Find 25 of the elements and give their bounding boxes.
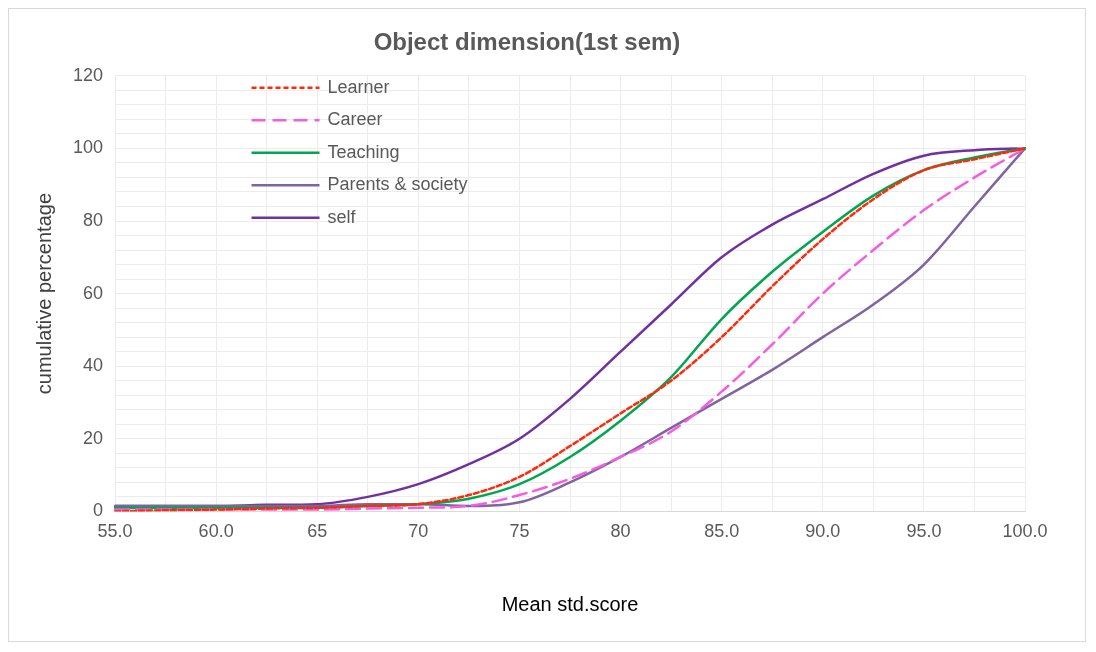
x-tick-label: 65	[307, 521, 328, 542]
x-tick-label: 70	[408, 521, 429, 542]
y-tick-label: 20	[83, 427, 104, 448]
x-tick-label: 95.0	[906, 521, 942, 542]
legend-label: Parents & society	[327, 174, 468, 195]
y-tick-label: 80	[83, 209, 104, 230]
y-tick-label: 40	[83, 355, 104, 376]
x-tick-label: 100.0	[1002, 521, 1048, 542]
x-tick-label: 90.0	[805, 521, 841, 542]
x-tick-label: 55.0	[97, 521, 133, 542]
x-tick-label: 75	[509, 521, 530, 542]
x-tick-label: 85.0	[704, 521, 740, 542]
y-tick-label: 100	[72, 137, 104, 158]
x-tick-label: 60.0	[198, 521, 234, 542]
legend-label: Teaching	[327, 141, 400, 162]
x-tick-label: 80	[610, 521, 631, 542]
y-tick-label: 60	[83, 282, 104, 303]
legend-label: Career	[327, 109, 383, 130]
legend-label: Learner	[327, 76, 390, 97]
y-tick-label: 120	[72, 64, 104, 85]
x-axis-title: Mean std.score	[501, 592, 639, 615]
y-tick-label: 0	[93, 500, 104, 521]
y-axis-title: cumulative percentage	[32, 192, 55, 395]
legend-label: self	[327, 206, 357, 227]
chart-title: Object dimension(1st sem)	[373, 28, 681, 56]
